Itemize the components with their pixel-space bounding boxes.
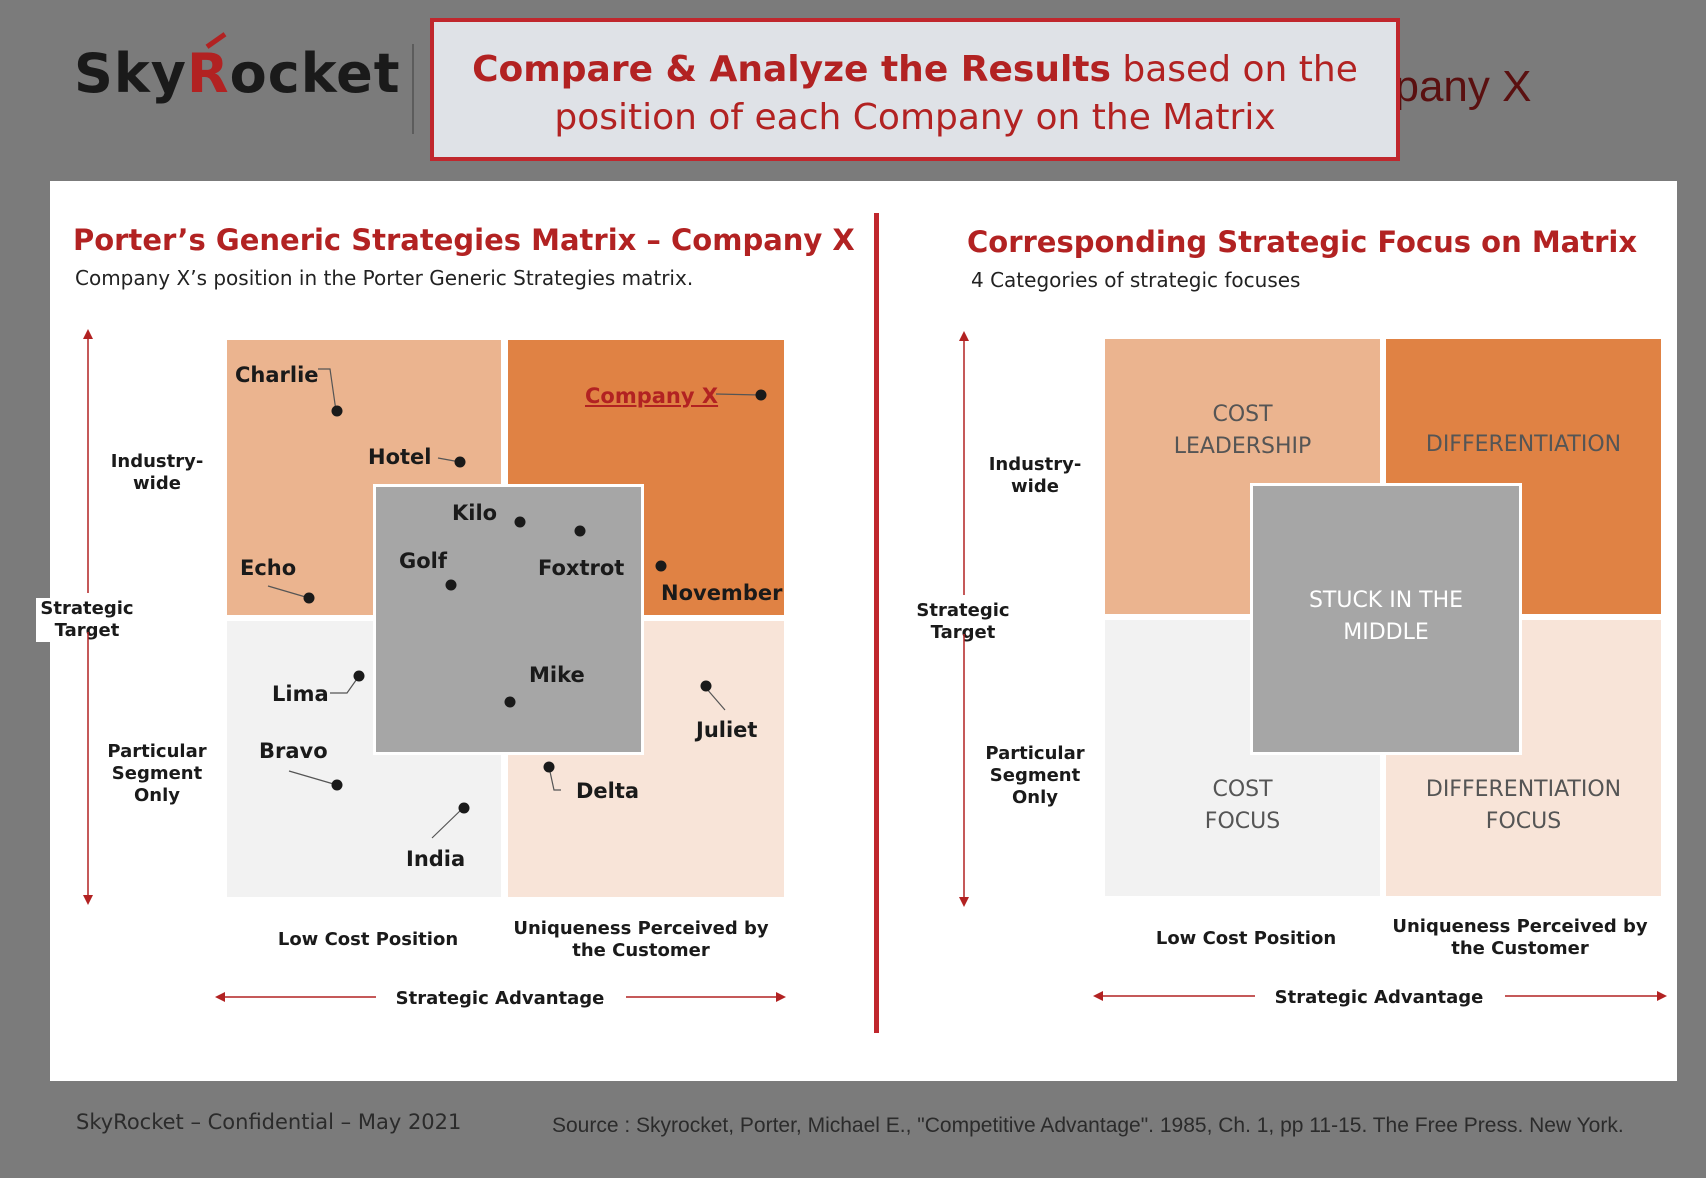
leader-charlie: [318, 368, 337, 412]
dot-kilo: [514, 516, 526, 528]
dot-india: [458, 802, 470, 814]
dot-delta: [543, 761, 555, 773]
right-center-box-stuck: [1250, 483, 1522, 755]
center-divider: [874, 213, 879, 1033]
dot-golf: [445, 579, 457, 591]
dot-foxtrot-top: [574, 525, 586, 537]
company-label-lima: Lima: [272, 682, 329, 706]
callout-box: Compare & Analyze the Results based on t…: [430, 18, 1400, 161]
right-x-label-right: Uniqueness Perceived by the Customer: [1392, 916, 1648, 959]
quadrant-label-differentiation: DIFFERENTIATION: [1425, 432, 1622, 457]
company-label-golf: Golf: [399, 549, 447, 573]
company-label-kilo: Kilo: [452, 501, 498, 525]
dot-charlie: [331, 405, 343, 417]
leader-companyx: [715, 393, 761, 396]
leader-echo: [267, 585, 310, 599]
left-x-label-left: Low Cost Position: [277, 929, 459, 950]
left-x-label-right: Uniqueness Perceived by the Customer: [513, 918, 769, 961]
dot-hotel: [454, 456, 466, 468]
callout-bold-text: Compare & Analyze the Results: [472, 49, 1111, 90]
right-x-label-left: Low Cost Position: [1155, 928, 1337, 949]
quadrant-label-cost-focus: COST FOCUS: [1204, 777, 1281, 834]
header-divider: [412, 44, 414, 134]
company-label-november: November: [661, 581, 783, 605]
leader-bravo: [288, 770, 338, 786]
right-matrix-subtitle: 4 Categories of strategic focuses: [971, 268, 1301, 292]
right-matrix-title: Corresponding Strategic Focus on Matrix: [967, 225, 1638, 259]
company-label-companyx[interactable]: Company X: [585, 384, 719, 408]
leader-delta: [548, 766, 561, 791]
company-label-foxtrot: Foxtrot: [538, 556, 625, 580]
right-y-label-top: Industry- wide: [988, 454, 1082, 497]
right-y-axis-title: Strategic Target: [912, 600, 1014, 644]
dot-bravo: [331, 779, 343, 791]
company-label-charlie: Charlie: [235, 363, 319, 387]
company-label-echo: Echo: [240, 556, 297, 580]
footer-source: Source : Skyrocket, Porter, Michael E., …: [552, 1114, 1624, 1137]
left-y-label-bottom: Particular Segment Only: [107, 741, 207, 806]
company-label-india: India: [406, 847, 466, 871]
right-x-axis-title: Strategic Advantage: [1259, 987, 1499, 1009]
dot-november: [655, 560, 667, 572]
logo-text-sky: Sky: [74, 42, 188, 105]
dot-mike: [504, 696, 516, 708]
left-y-axis-title: Strategic Target: [36, 598, 138, 642]
dot-lima: [353, 670, 365, 682]
logo-text-r: R: [187, 32, 230, 105]
left-y-label-top: Industry- wide: [110, 451, 204, 494]
left-matrix-subtitle: Company X’s position in the Porter Gener…: [75, 266, 694, 290]
leader-lima: [330, 675, 360, 694]
right-y-label-bottom: Particular Segment Only: [985, 743, 1085, 808]
company-label-delta: Delta: [576, 779, 640, 803]
company-label-juliet: Juliet: [696, 718, 758, 742]
dot-juliet: [700, 680, 712, 692]
quadrant-label-cost-leadership: COST LEADERSHIP: [1173, 402, 1312, 459]
footer-confidential: SkyRocket – Confidential – May 2021: [76, 1110, 462, 1134]
left-matrix-title: Porter’s Generic Strategies Matrix – Com…: [73, 223, 855, 257]
company-label-mike: Mike: [529, 663, 585, 687]
left-center-box: [373, 484, 644, 755]
dot-echo: [303, 592, 315, 604]
left-x-axis-title: Strategic Advantage: [380, 988, 620, 1010]
callout-text: based on the position of each Company on…: [554, 49, 1358, 138]
logo-text-ocket: ocket: [229, 42, 401, 105]
leader-india: [431, 807, 464, 839]
company-label-bravo: Bravo: [259, 739, 328, 763]
quadrant-label-diff-focus: DIFFERENTIATION FOCUS: [1425, 777, 1622, 834]
company-label-hotel: Hotel: [368, 445, 432, 469]
dot-companyx: [755, 389, 767, 401]
skyrocket-logo: Sky Rocket: [74, 32, 400, 132]
quadrant-label-stuck: STUCK IN THE MIDDLE: [1308, 588, 1464, 645]
leader-juliet: [705, 687, 726, 711]
